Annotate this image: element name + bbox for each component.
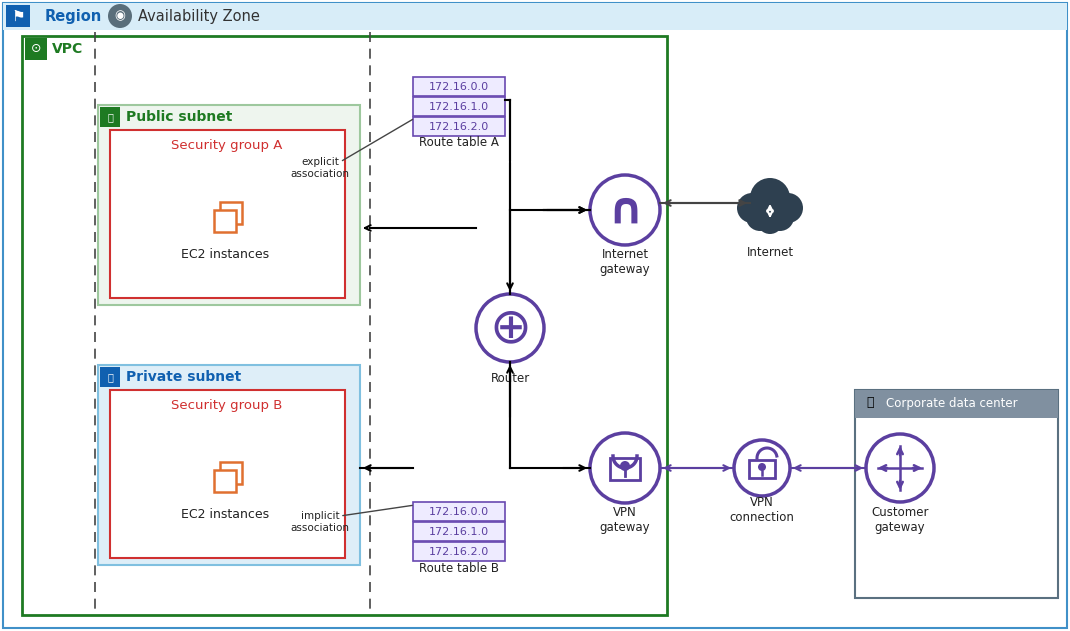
Text: Public subnet: Public subnet: [126, 110, 232, 124]
FancyBboxPatch shape: [855, 390, 1058, 418]
Text: explicit
association: explicit association: [290, 157, 350, 179]
FancyBboxPatch shape: [610, 458, 640, 480]
Text: 🏢: 🏢: [867, 396, 874, 410]
FancyBboxPatch shape: [413, 77, 505, 96]
Text: ⚑: ⚑: [11, 8, 25, 23]
Text: 172.16.2.0: 172.16.2.0: [429, 122, 489, 132]
Text: VPC: VPC: [52, 42, 83, 56]
Text: implicit
association: implicit association: [290, 511, 350, 533]
FancyBboxPatch shape: [6, 5, 30, 27]
Text: Security group A: Security group A: [171, 138, 282, 151]
FancyBboxPatch shape: [3, 3, 1067, 30]
FancyBboxPatch shape: [749, 460, 775, 478]
Text: 172.16.2.0: 172.16.2.0: [429, 547, 489, 557]
Circle shape: [590, 433, 660, 503]
Text: Route table A: Route table A: [419, 136, 499, 148]
Circle shape: [620, 461, 630, 471]
FancyBboxPatch shape: [98, 365, 360, 565]
Text: 172.16.1.0: 172.16.1.0: [429, 102, 489, 112]
Circle shape: [866, 434, 934, 502]
FancyBboxPatch shape: [25, 38, 47, 60]
FancyBboxPatch shape: [220, 202, 242, 224]
FancyBboxPatch shape: [413, 542, 505, 561]
FancyBboxPatch shape: [214, 470, 236, 492]
Circle shape: [773, 193, 802, 223]
Text: VPN
connection: VPN connection: [730, 496, 794, 524]
FancyBboxPatch shape: [98, 105, 360, 305]
Text: Private subnet: Private subnet: [126, 370, 241, 384]
Text: ◉: ◉: [114, 9, 125, 23]
Text: ∩: ∩: [607, 189, 643, 232]
Text: ⊙: ⊙: [31, 42, 42, 56]
Text: Route table B: Route table B: [419, 562, 499, 574]
Circle shape: [734, 440, 790, 496]
Circle shape: [746, 203, 774, 231]
Text: 172.16.0.0: 172.16.0.0: [429, 82, 489, 92]
Text: VPN
gateway: VPN gateway: [599, 506, 651, 534]
Text: Availability Zone: Availability Zone: [138, 8, 260, 23]
FancyBboxPatch shape: [413, 117, 505, 136]
Text: EC2 instances: EC2 instances: [181, 249, 269, 261]
FancyBboxPatch shape: [413, 502, 505, 521]
Text: 🔒: 🔒: [107, 112, 113, 122]
Circle shape: [590, 175, 660, 245]
Text: Security group B: Security group B: [171, 399, 282, 411]
Text: EC2 instances: EC2 instances: [181, 509, 269, 521]
FancyBboxPatch shape: [220, 462, 242, 484]
Circle shape: [758, 463, 766, 471]
Circle shape: [737, 193, 767, 223]
Text: Customer
gateway: Customer gateway: [871, 506, 929, 534]
Text: Router: Router: [490, 372, 530, 384]
FancyBboxPatch shape: [100, 367, 120, 387]
Circle shape: [476, 294, 544, 362]
FancyBboxPatch shape: [413, 97, 505, 116]
Text: Region: Region: [45, 8, 103, 23]
FancyBboxPatch shape: [100, 107, 120, 127]
Circle shape: [766, 203, 794, 231]
Text: ⊕: ⊕: [489, 304, 531, 352]
Text: 172.16.1.0: 172.16.1.0: [429, 527, 489, 537]
Circle shape: [750, 178, 790, 218]
Circle shape: [108, 4, 132, 28]
FancyBboxPatch shape: [110, 130, 345, 298]
Text: Internet
gateway: Internet gateway: [599, 248, 651, 276]
Text: 🔒: 🔒: [107, 372, 113, 382]
Circle shape: [756, 208, 783, 234]
Text: 172.16.0.0: 172.16.0.0: [429, 507, 489, 517]
FancyBboxPatch shape: [413, 522, 505, 541]
Text: Corporate data center: Corporate data center: [886, 396, 1018, 410]
FancyBboxPatch shape: [110, 390, 345, 558]
FancyBboxPatch shape: [214, 210, 236, 232]
Text: Internet: Internet: [747, 247, 794, 259]
